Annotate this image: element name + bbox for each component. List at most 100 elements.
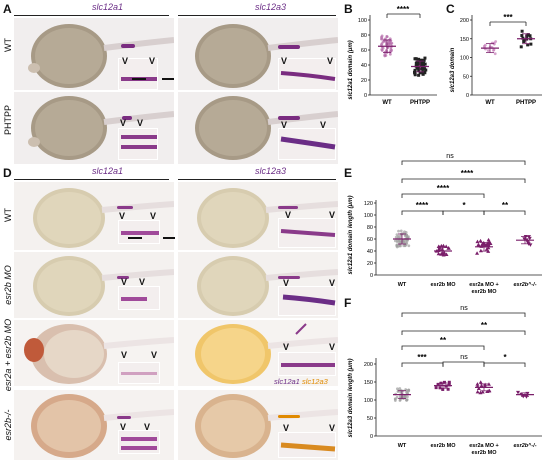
data-point	[480, 390, 485, 394]
data-point	[423, 56, 427, 60]
data-point	[385, 34, 389, 38]
inset-image	[118, 220, 160, 244]
inset-image	[118, 362, 160, 384]
data-point	[403, 244, 407, 248]
data-point	[415, 66, 419, 70]
arrowhead-marker: V	[137, 118, 144, 128]
data-point	[475, 382, 480, 386]
data-point	[437, 246, 442, 251]
data-point	[397, 244, 400, 248]
data-point	[486, 249, 491, 253]
data-point	[414, 61, 418, 65]
y-axis-label: slc12a1 domain length (μm)	[348, 196, 354, 275]
data-point	[395, 239, 399, 242]
data-point	[446, 387, 450, 391]
data-point	[402, 240, 406, 244]
arrowhead-marker: V	[329, 423, 336, 433]
y-tick-label: 0	[364, 93, 367, 99]
header-rule	[178, 15, 336, 16]
y-tick-label: 0	[466, 93, 469, 99]
embryo-image	[178, 18, 338, 90]
arrowhead-marker: V	[329, 342, 336, 352]
significance-bracket	[401, 178, 526, 183]
y-tick-label: 120	[364, 201, 373, 207]
arrowhead-marker: V	[283, 342, 290, 352]
embryo-image	[178, 320, 338, 386]
scale-bar	[162, 78, 174, 80]
embryo-image	[14, 252, 174, 318]
data-point	[478, 238, 483, 243]
data-point	[442, 380, 446, 384]
data-point	[422, 67, 426, 71]
y-tick-label: 100	[460, 56, 469, 62]
x-tick-label: esr2b MO	[430, 282, 456, 288]
data-point	[441, 387, 445, 391]
arrowhead-marker: V	[119, 211, 126, 221]
significance-bracket	[401, 362, 444, 367]
x-tick-label: esr2b MO	[430, 443, 456, 449]
data-point	[421, 72, 425, 76]
stain-legend: slc12a1 slc12a3	[274, 377, 328, 386]
y-tick-label: 80	[361, 33, 367, 39]
significance-label: ns	[460, 305, 468, 312]
panel-letter-b: B	[344, 2, 353, 16]
y-tick-label: 100	[364, 213, 373, 219]
y-tick-label: 200	[460, 18, 469, 24]
panel-letter-a: A	[3, 2, 12, 16]
data-point	[387, 41, 391, 44]
significance-label: ****	[397, 5, 410, 14]
data-point	[493, 52, 497, 56]
inset-image	[278, 58, 336, 90]
data-point	[486, 389, 491, 393]
chart-e: slc12a1 domain length (μm) 0 20 40 60 80 100 1…	[348, 153, 542, 295]
data-point	[385, 43, 388, 46]
data-point	[486, 245, 491, 250]
data-point	[487, 240, 492, 244]
inset-image	[278, 352, 336, 376]
inset-image	[278, 218, 336, 248]
arrowhead-marker: V	[151, 350, 158, 360]
data-point	[418, 71, 422, 75]
data-point	[404, 388, 408, 391]
data-point	[380, 42, 384, 45]
data-point	[519, 45, 523, 49]
data-point	[395, 395, 399, 399]
data-point	[405, 233, 409, 237]
panel-letter-c: C	[446, 2, 455, 16]
chart-b: slc12a1 domain (μm) 0 20 40 60 80 100 **** WT…	[348, 5, 437, 106]
scale-bar	[128, 237, 142, 239]
data-point	[520, 33, 524, 37]
arrowhead-marker: V	[122, 56, 129, 66]
data-point	[421, 61, 425, 65]
arrowhead-marker: V	[121, 277, 128, 287]
embryo-image	[178, 252, 338, 318]
x-tick-label: esr2b MO	[471, 289, 497, 295]
significance-bracket	[401, 210, 444, 215]
data-point	[413, 69, 417, 73]
data-point	[520, 29, 524, 33]
arrowhead-marker: V	[120, 118, 127, 128]
significance-label: *	[462, 201, 466, 210]
header-rule	[178, 179, 336, 180]
data-point	[407, 388, 411, 392]
row-label-wt-a: WT	[3, 38, 13, 52]
header-rule	[14, 179, 169, 180]
scale-bar	[163, 237, 175, 239]
data-point	[399, 234, 403, 238]
data-point	[399, 229, 403, 233]
data-point	[416, 61, 420, 65]
header-rule	[14, 15, 169, 16]
significance-label: ****	[437, 184, 450, 193]
data-point	[494, 40, 498, 43]
arrowhead-marker: V	[285, 210, 292, 220]
y-tick-label: 150	[460, 37, 469, 43]
y-tick-label: 150	[364, 380, 373, 386]
data-point	[407, 244, 411, 248]
inset-image	[118, 430, 160, 454]
data-point	[398, 387, 402, 390]
data-point	[528, 243, 533, 247]
significance-bracket	[401, 160, 526, 165]
data-point	[475, 239, 480, 244]
arrowhead-marker: V	[327, 56, 334, 66]
significance-label: ns	[460, 354, 468, 361]
